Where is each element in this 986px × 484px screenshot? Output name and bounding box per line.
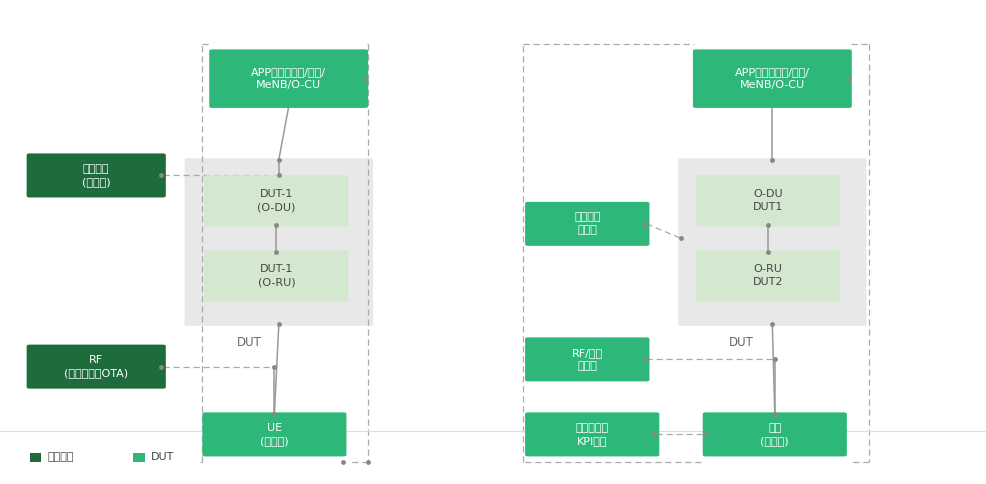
Text: 设备
(仿真器): 设备 (仿真器)	[759, 423, 789, 446]
Text: 测试工具: 测试工具	[47, 453, 74, 462]
FancyBboxPatch shape	[525, 412, 659, 456]
FancyBboxPatch shape	[204, 175, 348, 227]
Text: DUT: DUT	[728, 336, 752, 349]
FancyBboxPatch shape	[204, 250, 348, 302]
FancyBboxPatch shape	[525, 202, 649, 246]
FancyBboxPatch shape	[209, 49, 368, 108]
FancyBboxPatch shape	[692, 49, 851, 108]
Text: DUT: DUT	[151, 453, 175, 462]
FancyBboxPatch shape	[695, 250, 839, 302]
Text: UE
(仿真器): UE (仿真器)	[259, 423, 289, 446]
Text: RF/波束
分析仪: RF/波束 分析仪	[571, 348, 602, 371]
Text: DUT-1
(O-RU): DUT-1 (O-RU)	[257, 264, 295, 287]
FancyBboxPatch shape	[525, 337, 649, 381]
Text: O-DU
DUT1: O-DU DUT1	[752, 189, 782, 212]
FancyBboxPatch shape	[27, 153, 166, 197]
Text: DUT-1
(O-DU): DUT-1 (O-DU)	[257, 189, 295, 212]
Bar	[133, 453, 145, 462]
Text: O-RU
DUT2: O-RU DUT2	[752, 264, 782, 287]
Text: 测试结果和
KPI记录: 测试结果和 KPI记录	[575, 423, 608, 446]
Text: 前传协议
分析仪: 前传协议 分析仪	[574, 212, 599, 235]
Text: 有线连接
(以太网): 有线连接 (以太网)	[82, 164, 110, 187]
FancyBboxPatch shape	[184, 158, 373, 326]
Text: RF
(有线连接或OTA): RF (有线连接或OTA)	[64, 355, 128, 378]
Text: DUT: DUT	[237, 336, 261, 349]
Bar	[30, 453, 41, 462]
FancyBboxPatch shape	[702, 412, 846, 456]
FancyBboxPatch shape	[695, 175, 839, 227]
FancyBboxPatch shape	[677, 158, 866, 326]
FancyBboxPatch shape	[202, 412, 346, 456]
Text: APP测试服务器/核心/
MeNB/O-CU: APP测试服务器/核心/ MeNB/O-CU	[251, 67, 325, 90]
Text: APP测试服务器/核心/
MeNB/O-CU: APP测试服务器/核心/ MeNB/O-CU	[735, 67, 809, 90]
FancyBboxPatch shape	[27, 345, 166, 389]
